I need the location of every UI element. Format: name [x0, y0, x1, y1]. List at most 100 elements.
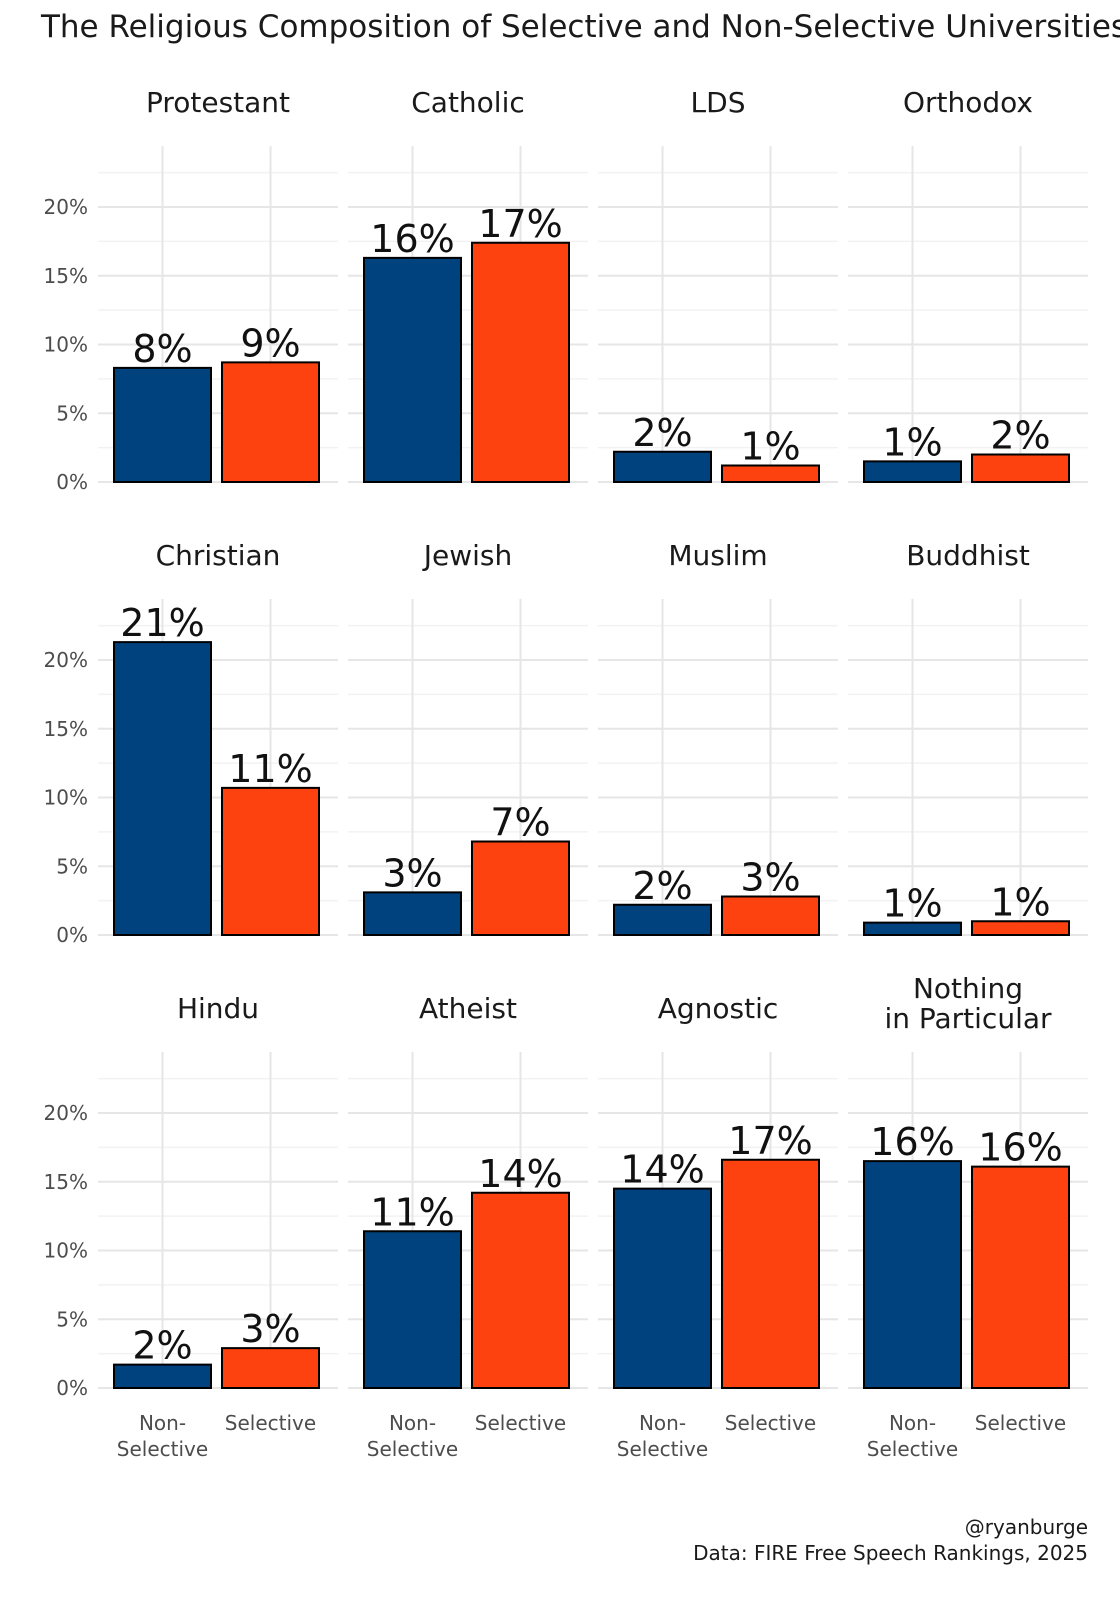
facet-label: Protestant [146, 86, 290, 119]
facet-panel-muslim: Muslim 2% 3% [598, 539, 838, 936]
bar-selective [721, 895, 820, 936]
data-label: 2% [132, 1324, 192, 1368]
y-tick-label: 0% [56, 470, 88, 494]
facet-label: Nothing in Particular [884, 972, 1052, 1035]
x-tick-label-line: Selective [617, 1437, 708, 1461]
facet-panel-jewish: Jewish 3% 7% [348, 539, 588, 936]
y-tick-label: 20% [44, 648, 88, 672]
source-label: Data: FIRE Free Speech Rankings, 2025 [693, 1541, 1088, 1565]
bar-non-selective [113, 1363, 212, 1389]
data-label: 21% [120, 601, 204, 645]
y-tick-label: 10% [44, 786, 88, 810]
y-tick-label: 15% [44, 1170, 88, 1194]
bar-non-selective [363, 1230, 462, 1389]
x-tick-label: Non-Selective [117, 1411, 208, 1461]
facet-label: Buddhist [906, 539, 1030, 572]
bar-selective [221, 361, 320, 483]
facet-panel-protestant: Protestant 8% 9% 0% 5% 10% 15% 20% [44, 86, 338, 494]
facet-label: Orthodox [903, 86, 1033, 119]
facet-label-line: Hindu [177, 992, 259, 1025]
facet-label-line: in Particular [884, 1002, 1052, 1035]
facet-label: Agnostic [658, 992, 779, 1025]
x-tick-label: Selective [225, 1411, 316, 1435]
x-tick-label-line: Non- [139, 1411, 186, 1435]
facet-panel-lds: LDS 2% 1% [598, 86, 838, 483]
facet-panel-catholic: Catholic 16% 17% [348, 86, 588, 483]
y-tick-label: 15% [44, 717, 88, 741]
y-tick-label: 0% [56, 1376, 88, 1400]
x-tick-label-line: Non- [889, 1411, 936, 1435]
bar-non-selective [363, 256, 462, 483]
data-label: 14% [478, 1152, 562, 1196]
x-tick-label: Selective [975, 1411, 1066, 1435]
data-label: 1% [740, 425, 800, 469]
data-label: 1% [882, 420, 942, 464]
x-tick-label-line: Selective [117, 1437, 208, 1461]
bar-selective [471, 241, 570, 483]
facet-label: Catholic [411, 86, 525, 119]
x-tick-label-line: Selective [225, 1411, 316, 1435]
bar-selective [471, 1191, 570, 1389]
bar-selective [971, 453, 1070, 483]
x-tick-label-line: Selective [975, 1411, 1066, 1435]
data-label: 17% [478, 202, 562, 246]
data-label: 2% [990, 414, 1050, 458]
x-tick-label: Non-Selective [617, 1411, 708, 1461]
data-label: 2% [632, 864, 692, 908]
bar-non-selective [113, 641, 212, 936]
facet-panel-christian: Christian 21% 11% 0% 5% 10% 15% 20% [44, 539, 338, 947]
facet-label-line: Nothing [913, 972, 1023, 1005]
facet-label-line: Jewish [422, 539, 513, 572]
bar-selective [221, 1347, 320, 1389]
y-tick-label: 10% [44, 333, 88, 357]
y-tick-label: 20% [44, 1101, 88, 1125]
x-tick-label-line: Selective [725, 1411, 816, 1435]
facet-label-line: Atheist [419, 992, 517, 1025]
facet-label: Hindu [177, 992, 259, 1025]
y-tick-label: 0% [56, 923, 88, 947]
y-tick-label: 5% [56, 401, 88, 425]
bar-non-selective [863, 921, 962, 936]
facet-panel-orthodox: Orthodox 1% 2% [848, 86, 1088, 483]
bar-selective [721, 464, 820, 483]
data-label: 7% [490, 801, 550, 845]
data-label: 3% [240, 1307, 300, 1351]
data-label: 11% [370, 1190, 454, 1234]
y-tick-label: 10% [44, 1239, 88, 1263]
facet-panel-buddhist: Buddhist 1% 1% [848, 539, 1088, 936]
facet-panels: Protestant 8% 9% 0% 5% 10% 15% 20% Catholic 16% 17… [44, 86, 1088, 1461]
facet-label-line: Buddhist [906, 539, 1030, 572]
x-tick-label: Selective [475, 1411, 566, 1435]
facet-label: Jewish [422, 539, 513, 572]
data-label: 9% [240, 321, 300, 365]
data-label: 16% [870, 1120, 954, 1164]
x-tick-label-line: Non- [639, 1411, 686, 1435]
bar-non-selective [113, 366, 212, 483]
chart-title: The Religious Composition of Selective a… [40, 9, 1120, 45]
x-tick-label-line: Selective [367, 1437, 458, 1461]
x-tick-label: Non-Selective [867, 1411, 958, 1461]
bar-selective [471, 840, 570, 936]
facet-label-line: Agnostic [658, 992, 779, 1025]
bar-non-selective [613, 450, 712, 483]
credit-label: @ryanburge [965, 1515, 1088, 1539]
data-label: 8% [132, 327, 192, 371]
data-label: 3% [382, 851, 442, 895]
data-label: 14% [620, 1148, 704, 1192]
bar-non-selective [613, 903, 712, 936]
bar-non-selective [363, 891, 462, 936]
x-tick-label-line: Selective [867, 1437, 958, 1461]
facet-label: Muslim [668, 539, 767, 572]
facet-label-line: LDS [691, 86, 746, 119]
facet-label: Christian [156, 539, 281, 572]
y-tick-label: 15% [44, 264, 88, 288]
facet-label-line: Catholic [411, 86, 525, 119]
data-label: 16% [978, 1126, 1062, 1170]
y-tick-label: 5% [56, 1307, 88, 1331]
bar-selective [971, 920, 1070, 936]
data-label: 17% [728, 1119, 812, 1163]
facet-label-line: Protestant [146, 86, 290, 119]
facet-label-line: Muslim [668, 539, 767, 572]
